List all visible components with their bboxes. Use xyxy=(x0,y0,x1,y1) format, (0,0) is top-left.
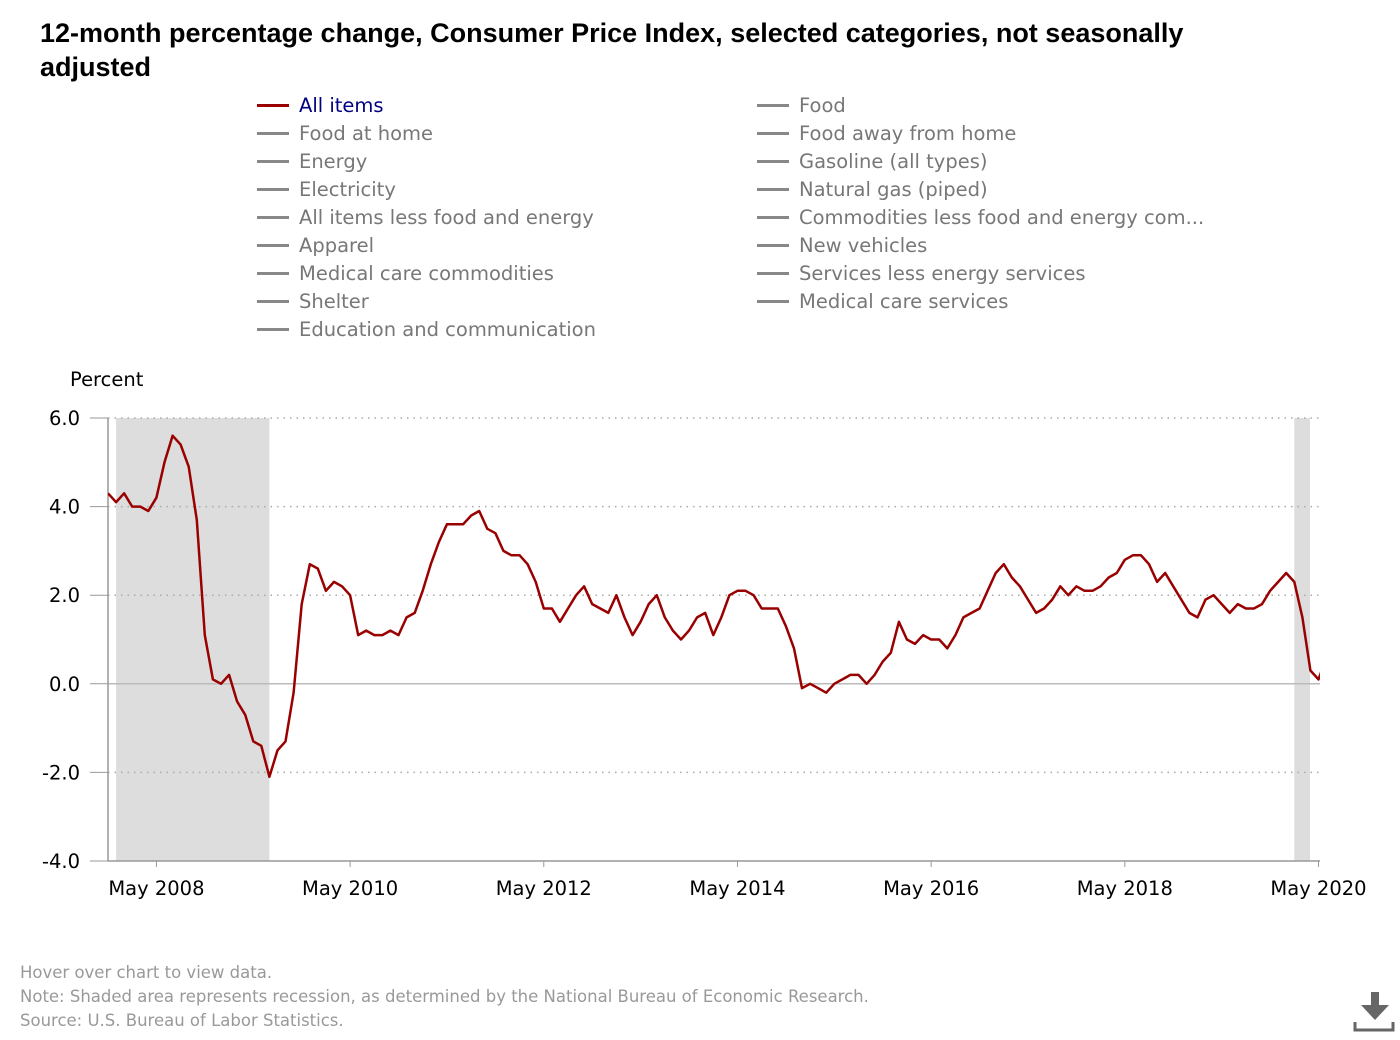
y-tick-label: -4.0 xyxy=(42,850,80,873)
series-line-all-items xyxy=(108,434,1320,779)
legend-label: All items less food and energy xyxy=(299,205,594,229)
x-tick-label: May 2008 xyxy=(108,877,204,900)
legend-label: Food away from home xyxy=(799,121,1017,145)
legend-label: Food at home xyxy=(299,121,434,145)
legend-item[interactable]: Food at home xyxy=(257,119,433,147)
legend-item[interactable]: Medical care commodities xyxy=(257,259,554,287)
y-tick-label: 6.0 xyxy=(49,407,80,430)
legend-swatch xyxy=(257,271,289,275)
y-tick-label: 4.0 xyxy=(49,496,80,519)
legend-swatch xyxy=(257,299,289,303)
recession-note: Note: Shaded area represents recession, … xyxy=(20,987,869,1006)
legend-item[interactable]: Energy xyxy=(257,147,367,175)
legend-item[interactable]: All items less food and energy xyxy=(257,203,594,231)
legend-item[interactable]: All items xyxy=(257,91,384,119)
legend-swatch xyxy=(757,215,789,219)
legend-swatch xyxy=(257,103,289,107)
legend-swatch xyxy=(757,271,789,275)
x-tick-label: May 2018 xyxy=(1077,877,1173,900)
legend-label: Apparel xyxy=(299,233,375,257)
legend-item[interactable]: Services less energy services xyxy=(757,259,1086,287)
legend-swatch xyxy=(257,159,289,163)
legend-item[interactable]: Gasoline (all types) xyxy=(757,147,987,175)
legend-label: Medical care services xyxy=(799,289,1009,313)
legend-swatch xyxy=(757,299,789,303)
legend-swatch xyxy=(257,243,289,247)
legend-label: Electricity xyxy=(299,177,396,201)
legend-swatch xyxy=(757,243,789,247)
recession-shade xyxy=(1294,418,1310,861)
download-icon[interactable] xyxy=(1352,990,1396,1034)
legend-swatch xyxy=(757,187,789,191)
legend-swatch xyxy=(757,131,789,135)
legend-swatch xyxy=(257,131,289,135)
x-tick-label: May 2010 xyxy=(302,877,398,900)
legend-item[interactable]: Natural gas (piped) xyxy=(757,175,988,203)
legend-label: All items xyxy=(299,93,384,117)
source-note: Source: U.S. Bureau of Labor Statistics. xyxy=(20,1011,344,1030)
legend-item[interactable]: Commodities less food and energy com... xyxy=(757,203,1204,231)
x-tick-label: May 2012 xyxy=(496,877,592,900)
legend-label: Energy xyxy=(299,149,368,173)
legend-item[interactable]: Apparel xyxy=(257,231,374,259)
legend-label: Gasoline (all types) xyxy=(799,149,988,173)
x-tick-label: May 2016 xyxy=(883,877,979,900)
legend-swatch xyxy=(757,159,789,163)
y-tick-label: 0.0 xyxy=(49,673,80,696)
legend-label: Food xyxy=(799,93,846,117)
legend-label: Services less energy services xyxy=(799,261,1086,285)
legend-item[interactable]: Shelter xyxy=(257,287,369,315)
legend-label: Education and communication xyxy=(299,317,596,341)
x-tick-label: May 2020 xyxy=(1270,877,1366,900)
legend-item[interactable]: Food away from home xyxy=(757,119,1016,147)
legend-label: Commodities less food and energy com... xyxy=(799,205,1205,229)
legend-label: New vehicles xyxy=(799,233,928,257)
legend-label: Medical care commodities xyxy=(299,261,554,285)
legend-item[interactable]: New vehicles xyxy=(757,231,927,259)
y-tick-label: -2.0 xyxy=(42,761,80,784)
line-chart[interactable]: 6.0 4.0 2.0 0.0 -2.0 -4.0 May 2008 May 2010 May … xyxy=(0,0,1400,960)
legend-item[interactable]: Education and communication xyxy=(257,315,596,343)
y-axis-label: Percent xyxy=(70,368,144,391)
legend-label: Shelter xyxy=(299,289,369,313)
legend-swatch xyxy=(257,215,289,219)
hover-hint: Hover over chart to view data. xyxy=(20,963,273,982)
legend-item[interactable]: Medical care services xyxy=(757,287,1008,315)
legend-swatch xyxy=(257,187,289,191)
legend-item[interactable]: Electricity xyxy=(257,175,396,203)
legend-label: Natural gas (piped) xyxy=(799,177,988,201)
legend-item[interactable]: Food xyxy=(757,91,846,119)
x-tick-label: May 2014 xyxy=(689,877,785,900)
y-tick-label: 2.0 xyxy=(49,584,80,607)
legend-swatch xyxy=(757,103,789,107)
recession-shade xyxy=(116,418,270,861)
chart-title: 12-month percentage change, Consumer Pri… xyxy=(40,18,1184,82)
legend-swatch xyxy=(257,327,289,331)
